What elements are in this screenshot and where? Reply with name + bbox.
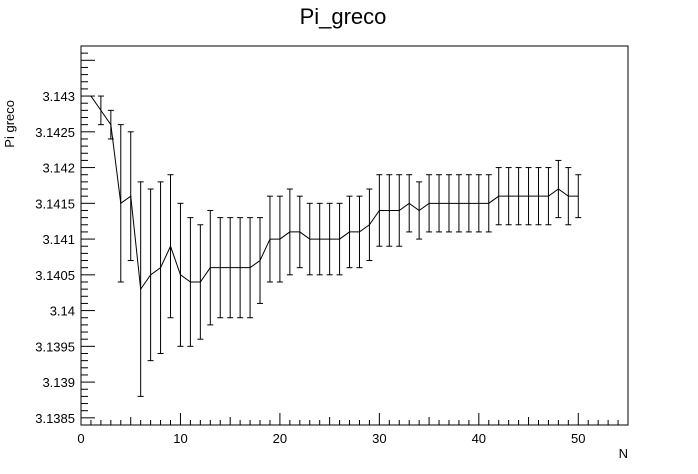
y-tick-label: 3.141 bbox=[42, 232, 75, 247]
y-axis-label: Pi greco bbox=[2, 100, 17, 148]
x-axis-label: N bbox=[619, 446, 628, 461]
chart-title: Pi_greco bbox=[300, 4, 387, 29]
y-tick-label: 3.14 bbox=[50, 304, 75, 319]
x-tick-label: 50 bbox=[571, 431, 585, 446]
y-tick-label: 3.1415 bbox=[35, 196, 75, 211]
x-tick-label: 30 bbox=[372, 431, 386, 446]
y-tick-label: 3.142 bbox=[42, 161, 75, 176]
x-axis: 0 10 20 30 40 50 bbox=[77, 413, 629, 446]
x-tick-label: 10 bbox=[173, 431, 187, 446]
y-tick-label: 3.1405 bbox=[35, 268, 75, 283]
y-tick-label: 3.139 bbox=[42, 375, 75, 390]
y-axis: 3.1385 3.139 3.1395 3.14 3.1405 3.141 3.1415 3.… bbox=[35, 45, 95, 426]
x-tick-label: 40 bbox=[472, 431, 486, 446]
plot-frame bbox=[80, 45, 629, 426]
y-tick-label: 3.1385 bbox=[35, 411, 75, 426]
series-line bbox=[90, 95, 579, 291]
x-tick-label: 0 bbox=[77, 431, 84, 446]
y-tick-label: 3.143 bbox=[42, 89, 75, 104]
y-tick-label: 3.1425 bbox=[35, 125, 75, 140]
y-tick-label: 3.1395 bbox=[35, 339, 75, 354]
x-tick-label: 20 bbox=[273, 431, 287, 446]
